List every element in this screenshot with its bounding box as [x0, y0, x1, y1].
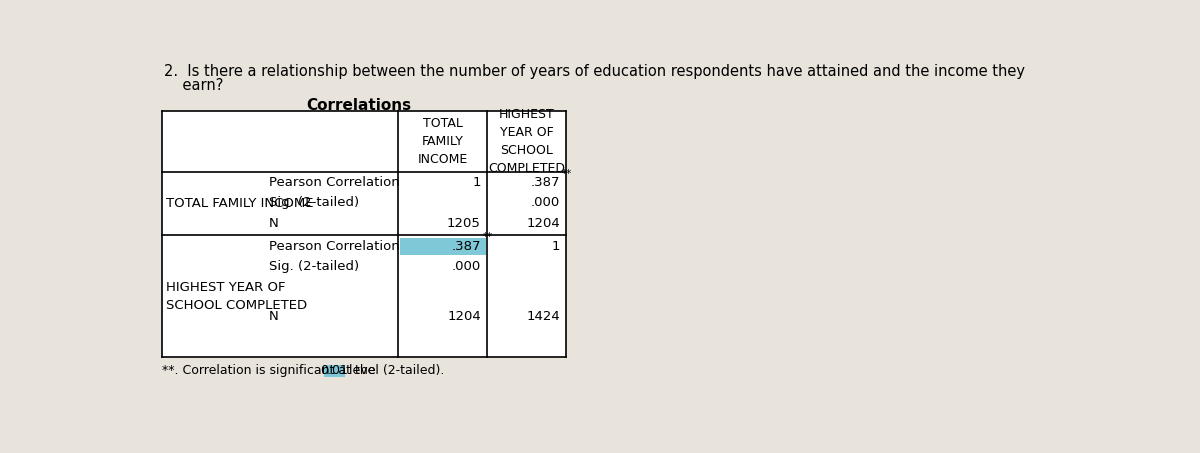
Text: TOTAL
FAMILY
INCOME: TOTAL FAMILY INCOME [418, 117, 468, 166]
Text: 2.  Is there a relationship between the number of years of education respondents: 2. Is there a relationship between the n… [164, 64, 1025, 79]
Text: .000: .000 [451, 260, 481, 273]
Text: TOTAL FAMILY INCOME: TOTAL FAMILY INCOME [167, 197, 313, 210]
Text: Correlations: Correlations [307, 98, 412, 113]
Text: **: ** [562, 169, 571, 179]
Text: Sig. (2-tailed): Sig. (2-tailed) [269, 260, 359, 273]
Text: Sig. (2-tailed): Sig. (2-tailed) [269, 197, 359, 209]
Bar [324, 365, 344, 377]
Text: HIGHEST YEAR OF
SCHOOL COMPLETED: HIGHEST YEAR OF SCHOOL COMPLETED [167, 281, 307, 312]
Text: 0.01: 0.01 [320, 364, 348, 377]
Text: Pearson Correlation: Pearson Correlation [269, 177, 400, 189]
Text: .387: .387 [530, 177, 560, 189]
Text: 1424: 1424 [527, 310, 560, 323]
Text: earn?: earn? [164, 78, 223, 93]
Text: 1204: 1204 [527, 217, 560, 230]
Text: 1205: 1205 [448, 217, 481, 230]
Text: **. Correlation is significant at the: **. Correlation is significant at the [162, 364, 379, 377]
Text: N: N [269, 310, 278, 323]
Text: **: ** [482, 232, 493, 242]
Text: 1: 1 [552, 240, 560, 253]
Text: 1: 1 [473, 177, 481, 189]
Bar [400, 238, 486, 255]
Text: Pearson Correlation: Pearson Correlation [269, 240, 400, 253]
Text: .000: .000 [530, 197, 560, 209]
Bar [162, 111, 566, 357]
Text: level (2-tailed).: level (2-tailed). [344, 364, 444, 377]
Text: N: N [269, 217, 278, 230]
Text: HIGHEST
YEAR OF
SCHOOL
COMPLETED: HIGHEST YEAR OF SCHOOL COMPLETED [488, 108, 565, 175]
Text: .387: .387 [451, 240, 481, 253]
Text: 1204: 1204 [448, 310, 481, 323]
